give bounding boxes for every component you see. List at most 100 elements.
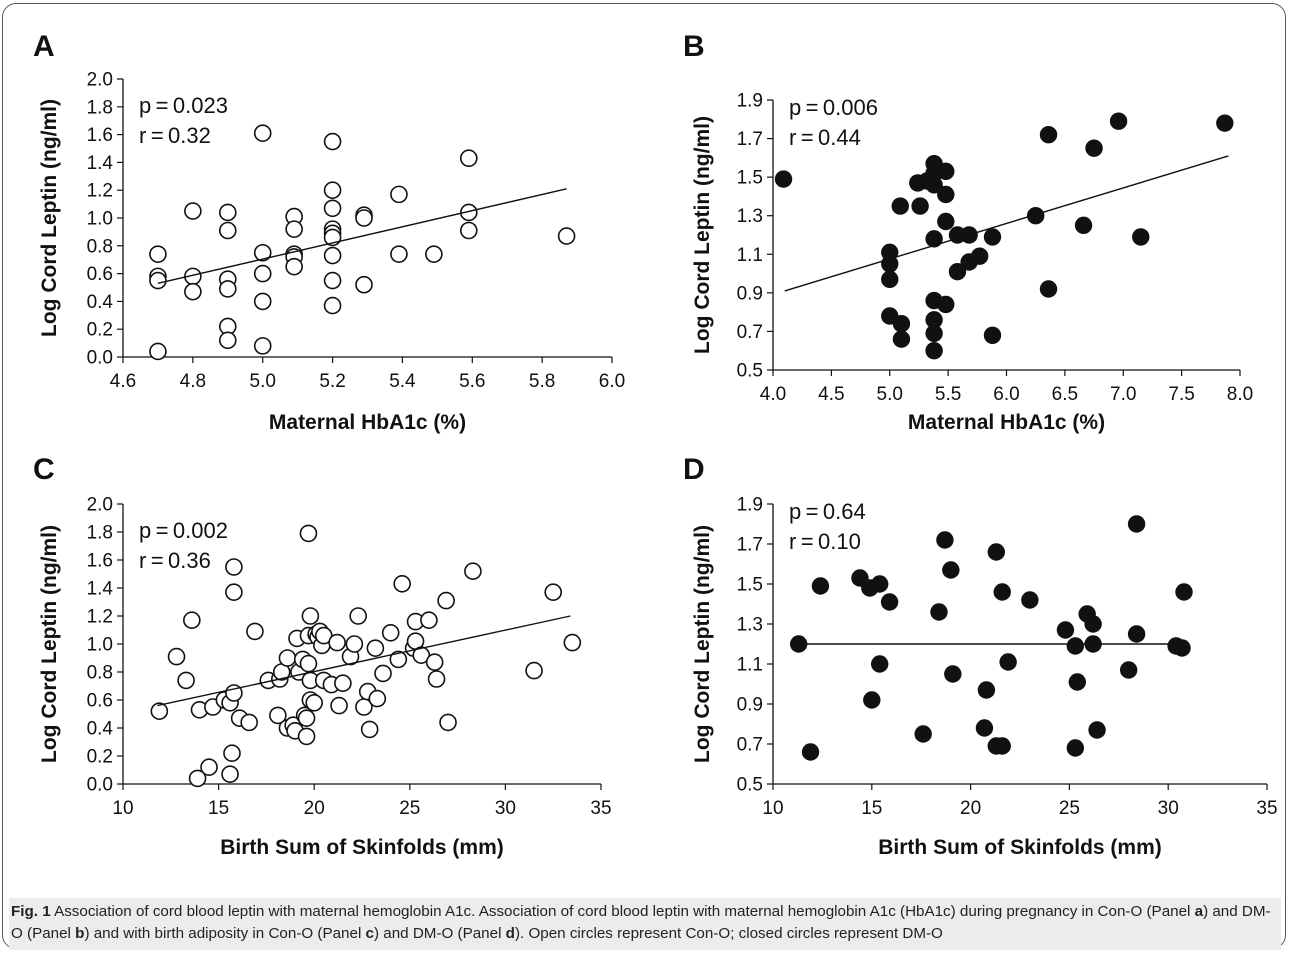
data-point bbox=[297, 727, 316, 746]
x-tick-label: 4.5 bbox=[818, 384, 844, 405]
data-point bbox=[1119, 661, 1138, 679]
panel-a: A 0.0 0.2 0.4 0.6 0.8 1.0 1.2 1.4 1.6 1.8 2.0 4.6 4.8… bbox=[33, 30, 625, 434]
x-tick-label: 25 bbox=[399, 798, 420, 819]
y-tick-label: 1.0 bbox=[87, 209, 113, 230]
data-point bbox=[225, 684, 243, 702]
trend-line bbox=[784, 155, 1229, 292]
data-point bbox=[914, 725, 932, 743]
data-point bbox=[936, 531, 954, 549]
data-point bbox=[253, 243, 272, 262]
y-tick-label: 0.4 bbox=[87, 719, 114, 740]
y-tick-label: 0.5 bbox=[737, 361, 763, 382]
data-point bbox=[427, 670, 446, 688]
data-point bbox=[774, 170, 793, 188]
data-point bbox=[360, 720, 379, 739]
data-point bbox=[439, 713, 457, 732]
x-tick-label: 35 bbox=[1256, 798, 1277, 819]
data-point bbox=[323, 181, 342, 199]
caption-text-3: ) and with birth adiposity in Con-O (Pan… bbox=[84, 925, 366, 942]
data-point bbox=[801, 743, 820, 761]
data-point bbox=[328, 633, 346, 652]
data-point bbox=[925, 342, 943, 360]
figure-caption: Fig. 1 Association of cord blood leptin … bbox=[9, 898, 1281, 950]
panel-d: D 0.5 0.7 0.9 1.1 1.3 1.5 1.7 1.9 10 15 20 25 30 35 Bir… bbox=[683, 453, 1278, 859]
data-point bbox=[366, 639, 385, 658]
data-point bbox=[937, 212, 955, 231]
data-point bbox=[253, 337, 272, 355]
data-point bbox=[1175, 583, 1193, 601]
panel-label: A bbox=[33, 30, 55, 63]
data-point bbox=[218, 203, 237, 222]
y-tick-label: 1.9 bbox=[737, 495, 763, 516]
data-point bbox=[1068, 673, 1087, 691]
y-tick-label: 2.0 bbox=[87, 70, 113, 91]
caption-title: Association of cord blood leptin with ma… bbox=[54, 903, 476, 920]
data-point bbox=[314, 626, 333, 645]
caption-text-5: ). Open circles represent Con-O; closed … bbox=[514, 925, 943, 942]
data-point bbox=[381, 623, 400, 642]
y-tick-label: 1.3 bbox=[737, 206, 763, 227]
caption-panel-a: a bbox=[1194, 903, 1204, 920]
data-point bbox=[891, 197, 909, 215]
data-point bbox=[349, 607, 367, 625]
data-point bbox=[544, 583, 563, 602]
data-point bbox=[425, 653, 444, 672]
x-axis-title: Maternal HbA1c (%) bbox=[269, 411, 466, 434]
y-axis-title: Log Cord Leptin (ng/ml) bbox=[38, 99, 61, 337]
data-point bbox=[253, 124, 272, 143]
data-point bbox=[1039, 280, 1058, 298]
y-tick-label: 0.4 bbox=[87, 292, 114, 313]
data-point bbox=[301, 607, 320, 625]
data-point bbox=[1088, 721, 1106, 739]
y-tick-label: 0.8 bbox=[87, 236, 113, 257]
y-axis-title: Log Cord Leptin (ng/ml) bbox=[38, 525, 61, 763]
data-point bbox=[253, 264, 272, 283]
caption-fig-label: Fig. 1 bbox=[11, 903, 51, 920]
y-tick-label: 1.1 bbox=[737, 655, 763, 676]
data-point bbox=[285, 257, 303, 276]
y-tick-label: 1.9 bbox=[737, 91, 763, 112]
x-axis-title: Maternal HbA1c (%) bbox=[908, 411, 1105, 434]
data-point bbox=[225, 583, 243, 602]
caption-panel-b: b bbox=[75, 925, 85, 942]
y-tick-label: 1.8 bbox=[87, 97, 113, 118]
data-point bbox=[218, 280, 237, 298]
data-point bbox=[184, 202, 202, 220]
data-point bbox=[412, 646, 431, 665]
x-tick-label: 6.0 bbox=[599, 371, 625, 392]
data-point bbox=[200, 758, 218, 777]
x-tick-label: 6.0 bbox=[993, 384, 1019, 405]
data-point bbox=[881, 270, 899, 289]
y-axis-title: Log Cord Leptin (ng/ml) bbox=[691, 116, 714, 354]
data-point bbox=[389, 650, 408, 669]
data-point bbox=[557, 227, 576, 245]
data-point bbox=[459, 203, 478, 222]
caption-panel-d: d bbox=[505, 925, 515, 942]
data-point bbox=[881, 255, 899, 273]
data-point bbox=[177, 671, 195, 690]
x-tick-label: 25 bbox=[1059, 798, 1080, 819]
y-tick-label: 1.1 bbox=[737, 245, 763, 266]
x-tick-label: 20 bbox=[304, 798, 325, 819]
x-tick-label: 7.0 bbox=[1110, 384, 1136, 405]
data-point bbox=[1132, 228, 1150, 246]
data-point bbox=[1066, 739, 1085, 757]
x-tick-label: 8.0 bbox=[1227, 384, 1253, 405]
data-point bbox=[1127, 625, 1146, 643]
data-point bbox=[871, 575, 889, 593]
x-tick-label: 5.0 bbox=[250, 371, 276, 392]
data-point bbox=[368, 689, 387, 708]
x-axis-title: Birth Sum of Skinfolds (mm) bbox=[220, 836, 504, 859]
data-point bbox=[334, 674, 352, 693]
data-point bbox=[1039, 126, 1058, 144]
data-point bbox=[299, 654, 318, 673]
data-point bbox=[150, 702, 169, 721]
data-point bbox=[925, 230, 943, 248]
data-point bbox=[221, 765, 239, 784]
data-point bbox=[323, 199, 342, 218]
y-tick-label: 1.2 bbox=[87, 607, 113, 628]
data-point bbox=[937, 295, 955, 314]
x-tick-label: 5.6 bbox=[459, 371, 485, 392]
y-axis-title: Log Cord Leptin (ng/ml) bbox=[691, 525, 714, 763]
x-tick-label: 5.2 bbox=[319, 371, 345, 392]
